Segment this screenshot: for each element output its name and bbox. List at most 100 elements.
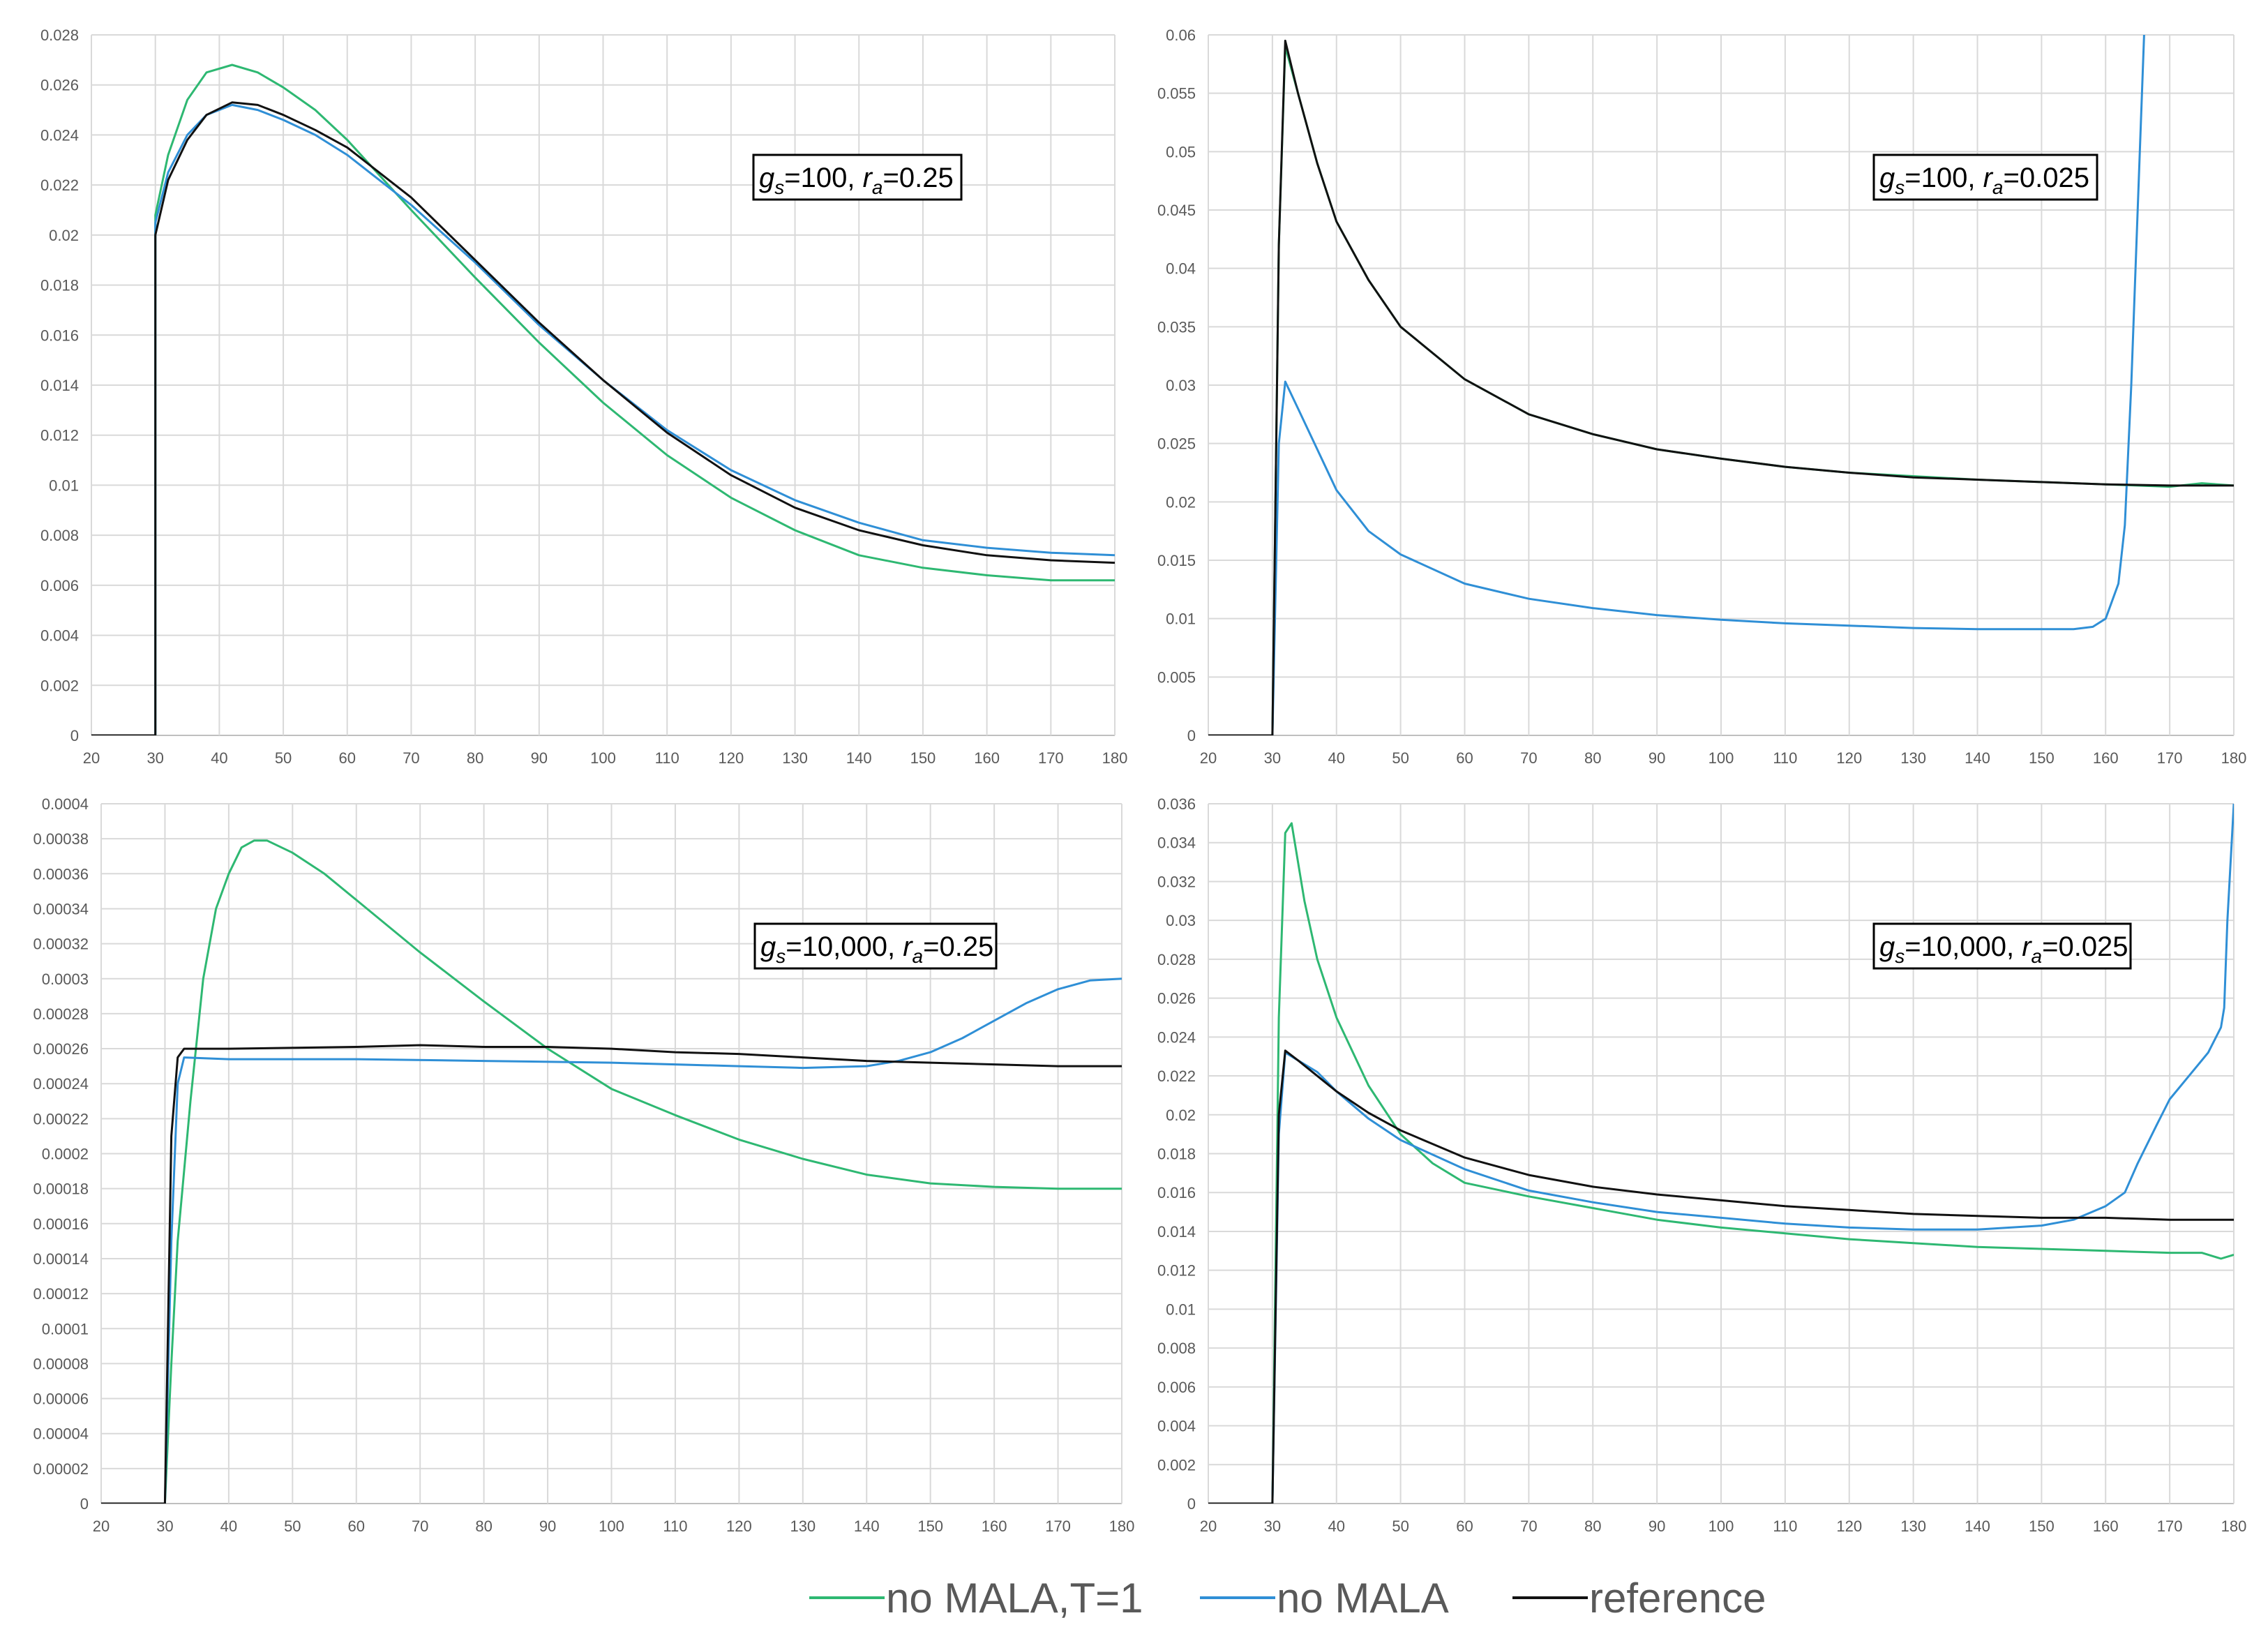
legend-label: no MALA,T=1 — [886, 1575, 1143, 1621]
y-tick-label: 0.014 — [1157, 1223, 1196, 1241]
x-tick-label: 60 — [1456, 1518, 1473, 1535]
x-tick-label: 130 — [1900, 749, 1926, 767]
chart-panel-2: 0 0.005 0.01 0.015 0.02 0.025 0.03 0.035 0.04 0.0… — [1157, 27, 2246, 767]
legend: no MALA,T=1 no MALA reference — [809, 1575, 1766, 1621]
y-tick-label: 0.032 — [1157, 873, 1196, 890]
x-tick-label: 70 — [1520, 749, 1537, 767]
y-tick-label: 0.012 — [1157, 1262, 1196, 1280]
y-tick-label: 0.035 — [1157, 318, 1196, 336]
x-tick-label: 140 — [854, 1518, 880, 1535]
y-tick-label: 0.026 — [40, 77, 79, 94]
y-tick-label: 0.018 — [40, 277, 79, 294]
y-tick-label: 0.00014 — [33, 1250, 89, 1268]
y-tick-label: 0.04 — [1166, 260, 1196, 278]
y-tick-label: 0.00036 — [33, 865, 89, 883]
y-tick-label: 0.014 — [40, 377, 79, 394]
series-line-no-mala-t-1 — [101, 839, 1122, 1504]
x-tick-label: 40 — [1328, 749, 1345, 767]
y-tick-label: 0.03 — [1166, 377, 1196, 394]
y-tick-label: 0.00028 — [33, 1005, 89, 1023]
x-tick-label: 160 — [982, 1518, 1007, 1535]
x-tick-label: 160 — [974, 749, 1000, 767]
y-tick-label: 0.012 — [40, 427, 79, 444]
series-line-reference — [91, 101, 1115, 735]
y-tick-label: 0.0003 — [42, 971, 89, 988]
x-tick-label: 50 — [1392, 749, 1409, 767]
y-tick-label: 0.016 — [1157, 1184, 1196, 1201]
y-tick-label: 0.002 — [1157, 1456, 1196, 1474]
x-tick-label: 40 — [1328, 1518, 1345, 1535]
x-tick-label: 170 — [2157, 1518, 2183, 1535]
x-tick-label: 90 — [531, 749, 548, 767]
x-tick-label: 150 — [917, 1518, 943, 1535]
y-tick-label: 0.008 — [1157, 1340, 1196, 1357]
x-tick-label: 120 — [719, 749, 744, 767]
y-tick-label: 0.00026 — [33, 1040, 89, 1058]
y-tick-label: 0.026 — [1157, 990, 1196, 1007]
x-tick-label: 140 — [1965, 1518, 1990, 1535]
x-tick-label: 110 — [1773, 1518, 1797, 1535]
x-tick-label: 80 — [1584, 1518, 1601, 1535]
y-tick-label: 0.00016 — [33, 1215, 89, 1233]
x-tick-label: 20 — [1200, 749, 1217, 767]
y-tick-label: 0.0004 — [42, 795, 89, 813]
x-tick-label: 170 — [2157, 749, 2183, 767]
y-tick-label: 0.045 — [1157, 202, 1196, 219]
x-tick-label: 40 — [211, 749, 227, 767]
x-tick-label: 80 — [1584, 749, 1601, 767]
series-line-no-mala-t-1 — [1208, 822, 2234, 1504]
x-tick-label: 150 — [2029, 749, 2055, 767]
legend-item: reference — [1512, 1575, 1766, 1621]
series-line-no-mala-t-1 — [91, 63, 1115, 735]
x-tick-label: 140 — [1965, 749, 1990, 767]
x-tick-label: 90 — [539, 1518, 556, 1535]
x-tick-label: 150 — [910, 749, 936, 767]
x-tick-label: 180 — [1109, 1518, 1135, 1535]
x-tick-label: 110 — [655, 749, 679, 767]
x-tick-label: 30 — [1264, 1518, 1281, 1535]
x-tick-label: 90 — [1649, 1518, 1665, 1535]
y-tick-label: 0.00018 — [33, 1181, 89, 1198]
y-tick-label: 0.008 — [40, 527, 79, 544]
y-tick-label: 0.018 — [1157, 1146, 1196, 1163]
x-tick-label: 70 — [403, 749, 419, 767]
series-line-reference — [1208, 1049, 2234, 1504]
y-tick-label: 0.00002 — [33, 1460, 89, 1478]
y-tick-label: 0.00032 — [33, 936, 89, 953]
y-tick-label: 0 — [70, 727, 79, 744]
y-tick-label: 0.002 — [40, 677, 79, 694]
x-tick-label: 120 — [1836, 1518, 1862, 1535]
series-line-no-mala — [91, 103, 1115, 735]
y-tick-label: 0 — [80, 1495, 89, 1513]
annotation-text: gs=100, ra=0.25 — [759, 163, 954, 198]
series-line-no-mala — [1208, 35, 2145, 735]
x-tick-label: 20 — [1200, 1518, 1217, 1535]
annotation-box: gs=10,000, ra=0.25 — [753, 922, 998, 970]
y-tick-label: 0.01 — [1166, 1301, 1196, 1318]
y-tick-label: 0.005 — [1157, 668, 1196, 686]
x-tick-label: 110 — [663, 1518, 687, 1535]
x-tick-label: 120 — [1836, 749, 1862, 767]
y-tick-label: 0.01 — [49, 477, 79, 494]
y-tick-label: 0.004 — [40, 627, 79, 645]
legend-item: no MALA,T=1 — [809, 1575, 1143, 1621]
y-tick-label: 0.028 — [1157, 951, 1196, 968]
annotation-text: gs=100, ra=0.025 — [1879, 163, 2089, 198]
y-tick-label: 0.015 — [1157, 552, 1196, 569]
x-tick-label: 30 — [147, 749, 163, 767]
x-tick-label: 100 — [599, 1518, 624, 1535]
x-tick-label: 110 — [1773, 749, 1797, 767]
chart-panel-1: 0 0.002 0.004 0.006 0.008 0.01 0.012 0.014 0.016… — [40, 27, 1127, 767]
y-tick-label: 0.0001 — [42, 1320, 89, 1337]
legend-label: reference — [1589, 1575, 1766, 1621]
x-tick-label: 170 — [1038, 749, 1064, 767]
x-tick-label: 30 — [156, 1518, 173, 1535]
y-tick-label: 0 — [1187, 1495, 1196, 1513]
x-tick-label: 40 — [220, 1518, 237, 1535]
x-tick-label: 60 — [348, 1518, 365, 1535]
x-tick-label: 100 — [1708, 1518, 1734, 1535]
x-tick-label: 70 — [1520, 1518, 1537, 1535]
y-tick-label: 0.02 — [49, 227, 79, 244]
y-tick-label: 0.016 — [40, 327, 79, 344]
x-tick-label: 60 — [339, 749, 356, 767]
